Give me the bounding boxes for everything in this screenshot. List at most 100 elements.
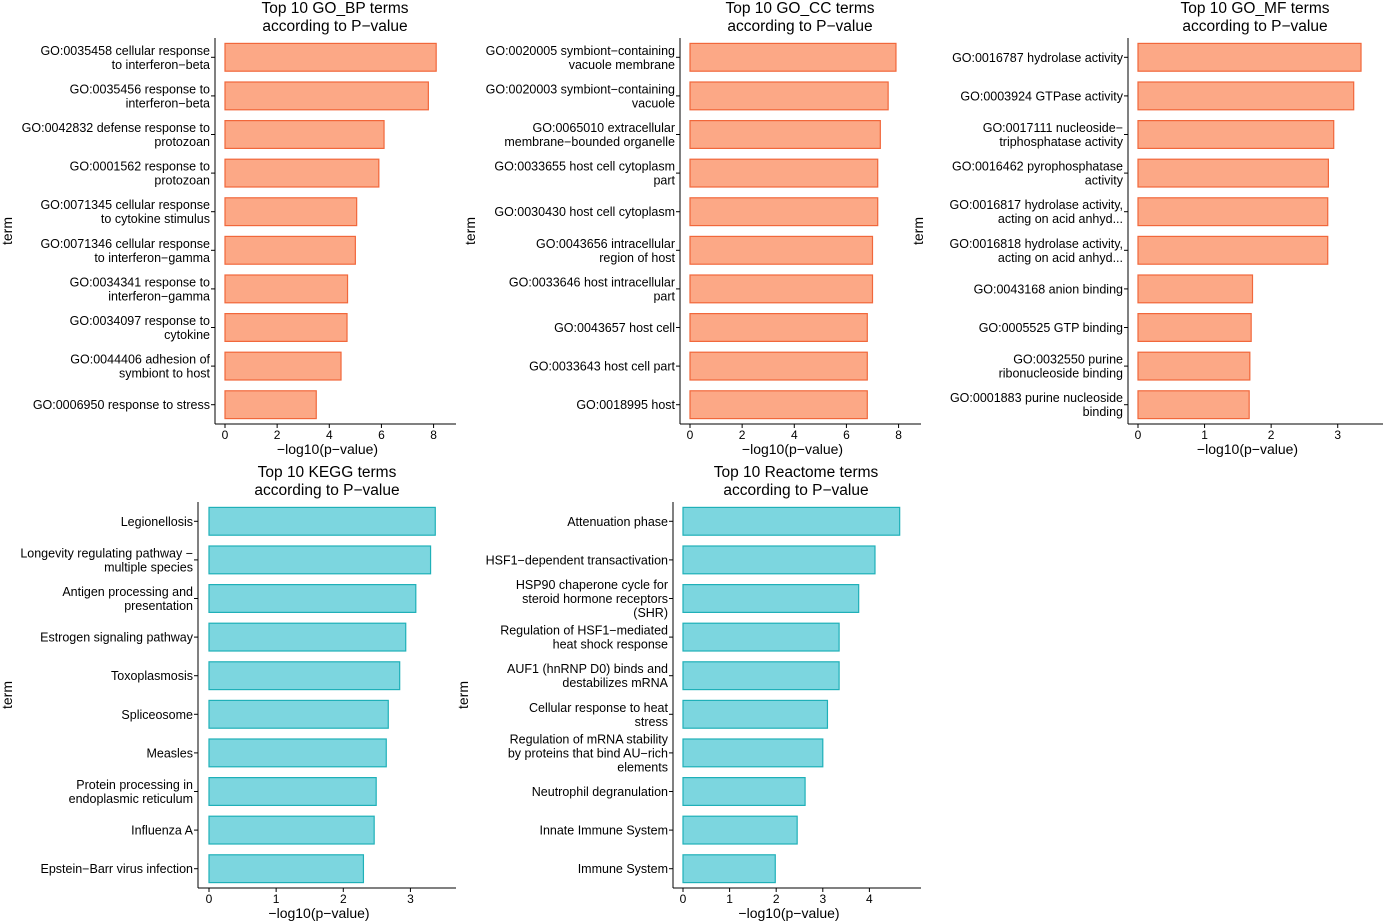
reactome-category-label: destabilizes mRNA [562,676,668,690]
kegg-category-label: Longevity regulating pathway − [20,546,193,560]
go-mf-category-label: ribonucleoside binding [999,367,1123,381]
go-mf-category-label: GO:0016817 hydrolase activity, [950,198,1123,212]
go-mf-category-label: activity [1085,174,1124,188]
go-bp-bar [224,120,385,149]
kegg-bar [208,699,389,729]
reactome-x-tick-label: 0 [680,892,687,906]
kegg-bar [208,545,432,575]
go-cc-category-label: GO:0065010 extracellular [533,121,675,135]
kegg-category-label: multiple species [104,560,193,574]
kegg-bar [208,584,417,613]
go-bp-category-label: to interferon−beta [112,58,210,72]
go-mf-category-label: GO:0003924 GTPase activity [960,89,1123,103]
kegg-title-line: Top 10 KEGG terms [258,464,397,481]
reactome-category-label: HSP90 chaperone cycle for [516,578,668,592]
kegg-category-label: endoplasmic reticulum [69,792,193,806]
kegg-bar [208,738,387,768]
go-cc-category-label: GO:0020005 symbiont−containing [486,44,675,58]
go-mf-bar [1137,81,1355,111]
go-mf-bar [1137,158,1329,188]
go-mf-x-tick-label: 1 [1201,428,1208,442]
kegg-category-label: Antigen processing and [62,585,193,599]
go-mf-category-label: acting on acid anhyd... [998,212,1123,226]
go-bp-category-label: GO:0071346 cellular response [40,237,210,251]
go-mf-category-label: GO:0016787 hydrolase activity [952,51,1124,65]
go-mf-ylabel: term [910,217,926,245]
go-bp-category-label: GO:0034097 response to [70,314,210,328]
kegg-bar [208,622,407,652]
go-mf-category-label: triphosphatase activity [999,135,1123,149]
reactome-title-line: according to P−value [723,482,868,499]
go-cc-x-tick-label: 8 [895,428,902,442]
go-mf-category-label: GO:0016818 hydrolase activity, [950,237,1123,251]
reactome-bar [682,815,798,845]
go-cc-xlabel: −log10(p−value) [742,441,843,457]
reactome-category-label: Attenuation phase [567,515,668,529]
go-bp-category-label: GO:0071345 cellular response [40,198,210,212]
go-cc-category-label: membrane−bounded organelle [504,135,675,149]
kegg-x-tick-label: 3 [407,892,414,906]
go-bp-category-label: GO:0006950 response to stress [33,398,210,412]
go-bp-x-tick-label: 2 [274,428,281,442]
kegg-xlabel: −log10(p−value) [268,905,369,921]
go-cc-category-label: part [653,174,675,188]
go-mf-category-label: acting on acid anhyd... [998,251,1123,265]
reactome-x-tick-label: 4 [866,892,873,906]
go-mf-bar [1137,274,1254,304]
reactome-bar [682,661,840,691]
go-cc-bar [689,42,897,72]
kegg-bar [208,854,365,884]
go-cc-bar [689,351,868,381]
go-cc-ylabel: term [462,217,478,245]
kegg-bar [208,661,401,691]
go-mf-title-line: according to P−value [1182,18,1327,35]
reactome-category-label: HSF1−dependent transactivation [486,553,668,567]
go-bp-category-label: GO:0035456 response to [70,82,210,96]
reactome-bar [682,584,860,613]
go-bp-category-label: GO:0001562 response to [70,160,210,174]
kegg-category-label: Epstein−Barr virus infection [40,862,193,876]
go-bp-category-label: GO:0042832 defense response to [22,121,210,135]
reactome-category-label: Innate Immune System [539,824,668,838]
go-cc-category-label: GO:0030430 host cell cytoplasm [494,205,675,219]
reactome-category-label: Neutrophil degranulation [532,785,668,799]
go-bp-category-label: protozoan [154,174,210,188]
reactome-category-label: (SHR) [633,606,668,620]
kegg-bar [208,815,375,845]
kegg-category-label: Legionellosis [121,515,193,529]
go-cc-category-label: vacuole membrane [569,58,675,72]
reactome-bar [682,506,901,536]
go-bp-x-tick-label: 6 [378,428,385,442]
go-bp-bar [224,42,437,72]
go-cc-x-tick-label: 0 [687,428,694,442]
reactome-category-label: Cellular response to heat [529,701,668,715]
reactome-category-label: AUF1 (hnRNP D0) binds and [507,662,668,676]
reactome-bar [682,738,824,768]
go-cc-title-line: according to P−value [727,18,872,35]
go-cc-category-label: GO:0033643 host cell part [529,360,675,374]
reactome-category-label: Immune System [578,862,668,876]
go-bp-x-tick-label: 8 [430,428,437,442]
go-cc-category-label: vacuole [632,96,675,110]
go-mf-category-label: GO:0001883 purine nucleoside [950,391,1123,405]
go-mf-bar [1137,235,1329,265]
kegg-category-label: presentation [124,599,193,613]
go-cc-bar [689,197,879,227]
go-bp-category-label: GO:0034341 response to [70,275,210,289]
kegg-category-label: Spliceosome [121,708,193,722]
go-bp-category-label: GO:0035458 cellular response [40,44,210,58]
go-bp-x-tick-label: 4 [326,428,333,442]
kegg-category-label: Toxoplasmosis [111,669,193,683]
go-cc-bar [689,158,879,188]
go-mf-category-label: GO:0043168 anion binding [974,282,1123,296]
go-cc-bar [689,120,881,149]
go-bp-title-line: according to P−value [262,18,407,35]
reactome-category-label: elements [617,760,668,774]
go-cc-bar [689,390,868,420]
go-bp-ylabel: term [0,217,15,245]
reactome-bar [682,545,876,575]
